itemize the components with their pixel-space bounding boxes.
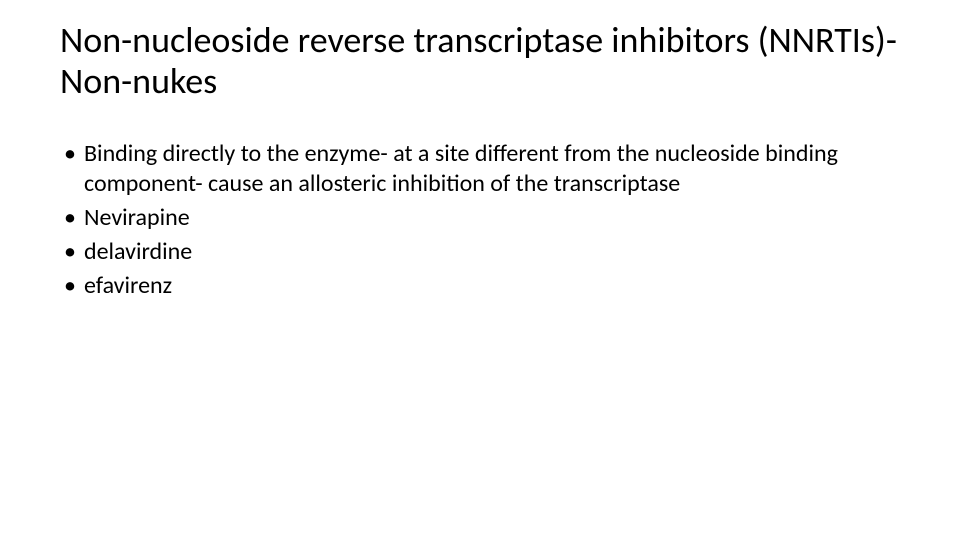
bullet-item: delavirdine bbox=[60, 237, 900, 267]
bullet-text: Nevirapine bbox=[84, 203, 190, 232]
bullet-list: Binding directly to the enzyme- at a sit… bbox=[60, 139, 900, 301]
bullet-text: efavirenz bbox=[84, 271, 172, 300]
bullet-item: Nevirapine bbox=[60, 203, 900, 233]
bullet-text: delavirdine bbox=[84, 237, 192, 266]
bullet-item: efavirenz bbox=[60, 271, 900, 301]
slide-title: Non-nucleoside reverse transcriptase inh… bbox=[60, 20, 900, 103]
slide: Non-nucleoside reverse transcriptase inh… bbox=[0, 0, 960, 540]
bullet-text: Binding directly to the enzyme- at a sit… bbox=[84, 139, 838, 198]
bullet-item: Binding directly to the enzyme- at a sit… bbox=[60, 139, 900, 199]
